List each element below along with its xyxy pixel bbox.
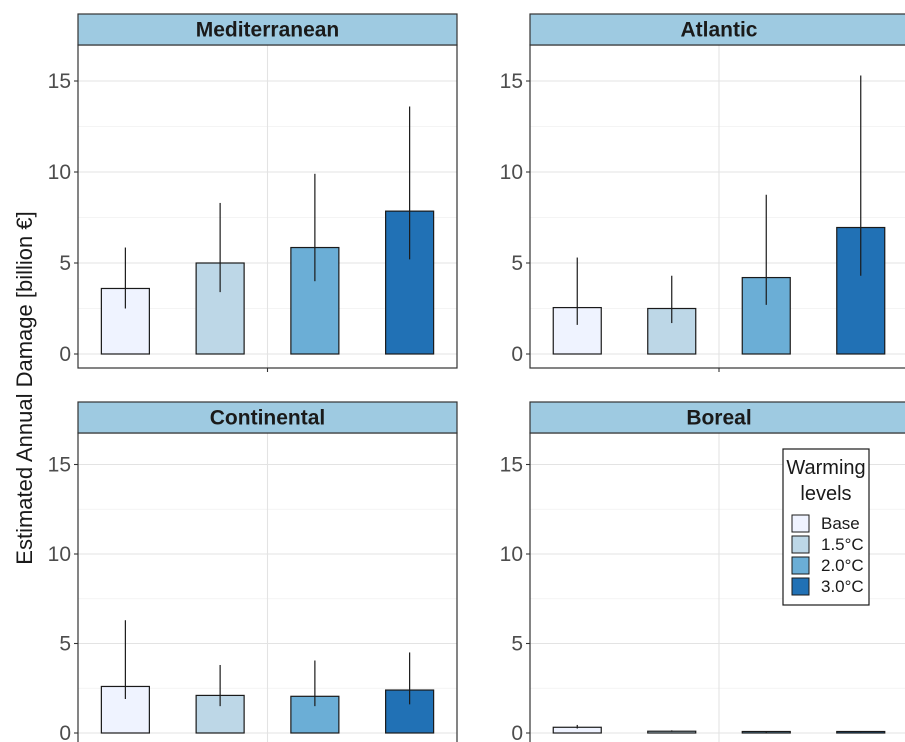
strip-boreal	[529, 401, 905, 434]
y-tick-label: 10	[500, 543, 523, 566]
bar-atlantic-0	[552, 306, 602, 355]
strip-title-continental: Continental	[210, 407, 326, 430]
legend-swatch	[791, 577, 810, 596]
strip-title-boreal: Boreal	[686, 407, 751, 430]
strip-title-atlantic: Atlantic	[680, 19, 757, 42]
y-tick-label: 0	[59, 343, 71, 366]
legend-label: 2.0°C	[821, 556, 864, 575]
y-tick-label: 10	[48, 543, 71, 566]
y-tick-label: 0	[511, 722, 523, 742]
legend-swatch	[791, 556, 810, 575]
legend-title: levels	[800, 483, 851, 505]
y-tick-label: 0	[511, 343, 523, 366]
y-tick-label: 15	[48, 70, 71, 93]
y-tick-label: 15	[500, 70, 523, 93]
legend-swatch	[791, 514, 810, 533]
legend-label: 1.5°C	[821, 535, 864, 554]
strip-atlantic	[529, 13, 905, 46]
strip-continental	[77, 401, 458, 434]
y-tick-label: 5	[511, 252, 523, 275]
y-tick-label: 10	[48, 161, 71, 184]
legend: Warming levels Base 1.5°C 2.0°C 3.0°C	[782, 448, 870, 606]
legend-label: Base	[821, 514, 860, 533]
y-tick-label: 5	[59, 252, 71, 275]
y-axis-label: Estimated Annual Damage [billion €]	[12, 211, 37, 564]
legend-title: Warming	[786, 457, 865, 479]
y-tick-label: 15	[500, 454, 523, 477]
y-tick-label: 0	[59, 722, 71, 742]
strip-title-mediterranean: Mediterranean	[196, 19, 340, 42]
y-tick-label: 5	[59, 633, 71, 656]
y-tick-label: 10	[500, 161, 523, 184]
legend-label: 3.0°C	[821, 577, 864, 596]
y-tick-label: 5	[511, 633, 523, 656]
strip-mediterranean	[77, 13, 458, 46]
legend-swatch	[791, 535, 810, 554]
y-tick-label: 15	[48, 454, 71, 477]
